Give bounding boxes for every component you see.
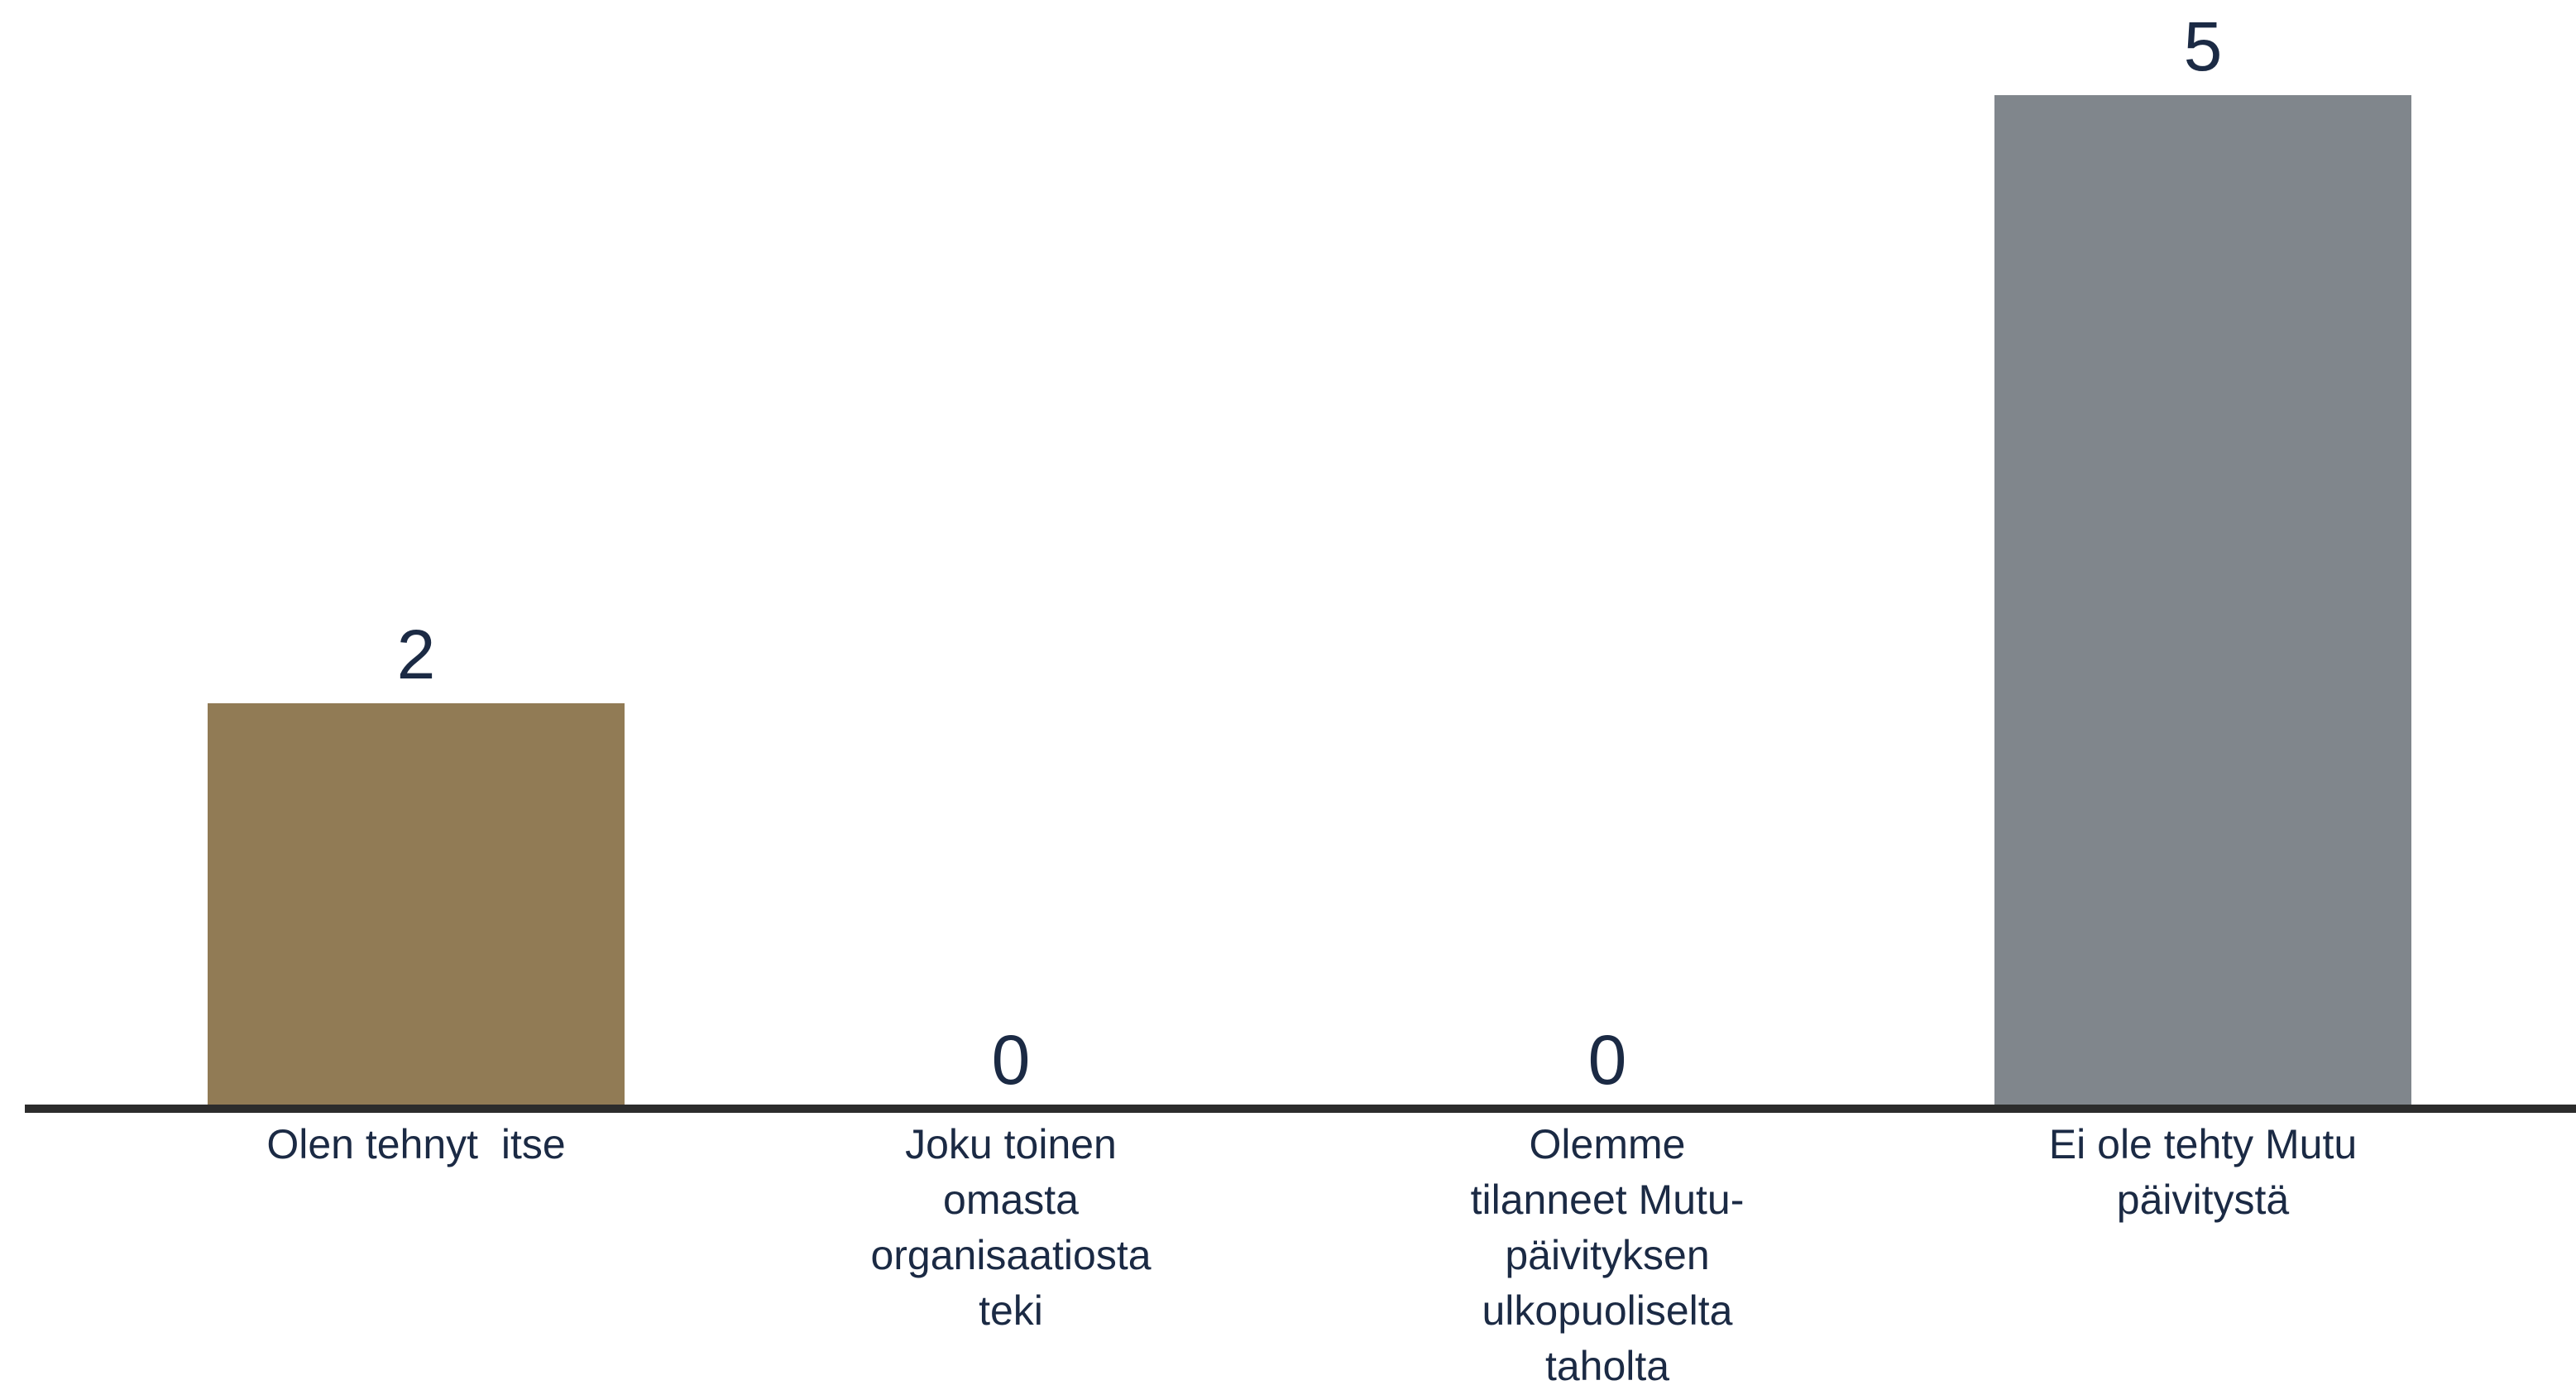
value-label-3: 0	[1588, 1021, 1627, 1099]
category-label-3: Olemme tilanneet Mutu-päivityksen ulkopuol…	[1471, 1121, 1745, 1389]
category-label-line: teki	[979, 1287, 1043, 1334]
value-label-2: 0	[992, 1021, 1031, 1099]
bar-1	[208, 703, 625, 1109]
bar-4	[1994, 95, 2411, 1109]
category-label-2: Joku toinen omasta organisaatiosta teki	[870, 1121, 1151, 1334]
bars-group	[208, 95, 2411, 1109]
category-label-line: Joku toinen	[905, 1121, 1117, 1167]
category-label-line: päivityksen	[1505, 1232, 1709, 1278]
category-label-1: Olen tehnyt itse	[266, 1121, 565, 1167]
category-label-line: Olen tehnyt itse	[266, 1121, 565, 1167]
category-label-line: tilanneet Mutu-	[1471, 1177, 1745, 1223]
category-label-line: omasta	[943, 1177, 1079, 1223]
category-label-4: Ei ole tehty Mutu päivitystä	[2049, 1121, 2357, 1223]
value-label-4: 5	[2184, 7, 2223, 85]
category-label-line: ulkopuoliselta	[1482, 1287, 1733, 1334]
value-labels-group: 20 05	[397, 7, 2223, 1099]
category-label-line: Olemme	[1530, 1121, 1686, 1167]
category-label-line: päivitystä	[2117, 1177, 2290, 1223]
value-label-1: 2	[397, 616, 436, 693]
category-label-line: organisaatiosta	[870, 1232, 1151, 1278]
category-label-line: Ei ole tehty Mutu	[2049, 1121, 2357, 1167]
category-label-line: taholta	[1545, 1343, 1669, 1389]
category-labels-group: Olen tehnyt itse Joku toinen omasta organis…	[266, 1121, 2357, 1389]
